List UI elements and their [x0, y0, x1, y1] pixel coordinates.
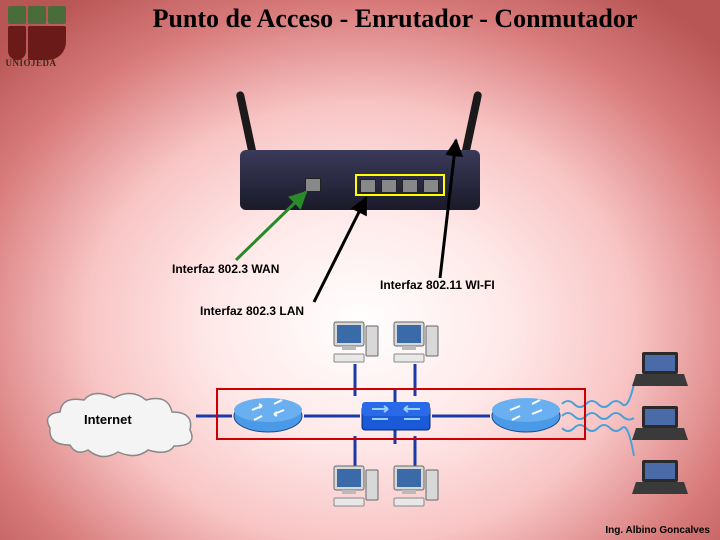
pc-icon: [332, 320, 380, 364]
footer-credit: Ing. Albino Goncalves: [605, 525, 710, 536]
wifi-arrow: [440, 140, 456, 278]
laptop-icon: [632, 350, 688, 390]
pc-icon: [332, 464, 380, 508]
pc-icon: [392, 320, 440, 364]
access-point-icon: [490, 396, 562, 436]
switch-icon: [360, 396, 432, 436]
wifi-label: Interfaz 802.11 WI-FI: [380, 278, 495, 292]
wan-label: Interfaz 802.3 WAN: [172, 262, 279, 276]
internet-label: Internet: [84, 412, 132, 427]
router-icon: [232, 396, 304, 436]
laptop-icon: [632, 458, 688, 498]
lan-label: Interfaz 802.3 LAN: [200, 304, 304, 318]
lan-arrow: [314, 198, 366, 302]
pc-icon: [392, 464, 440, 508]
laptop-icon: [632, 404, 688, 444]
wan-arrow: [236, 192, 306, 260]
